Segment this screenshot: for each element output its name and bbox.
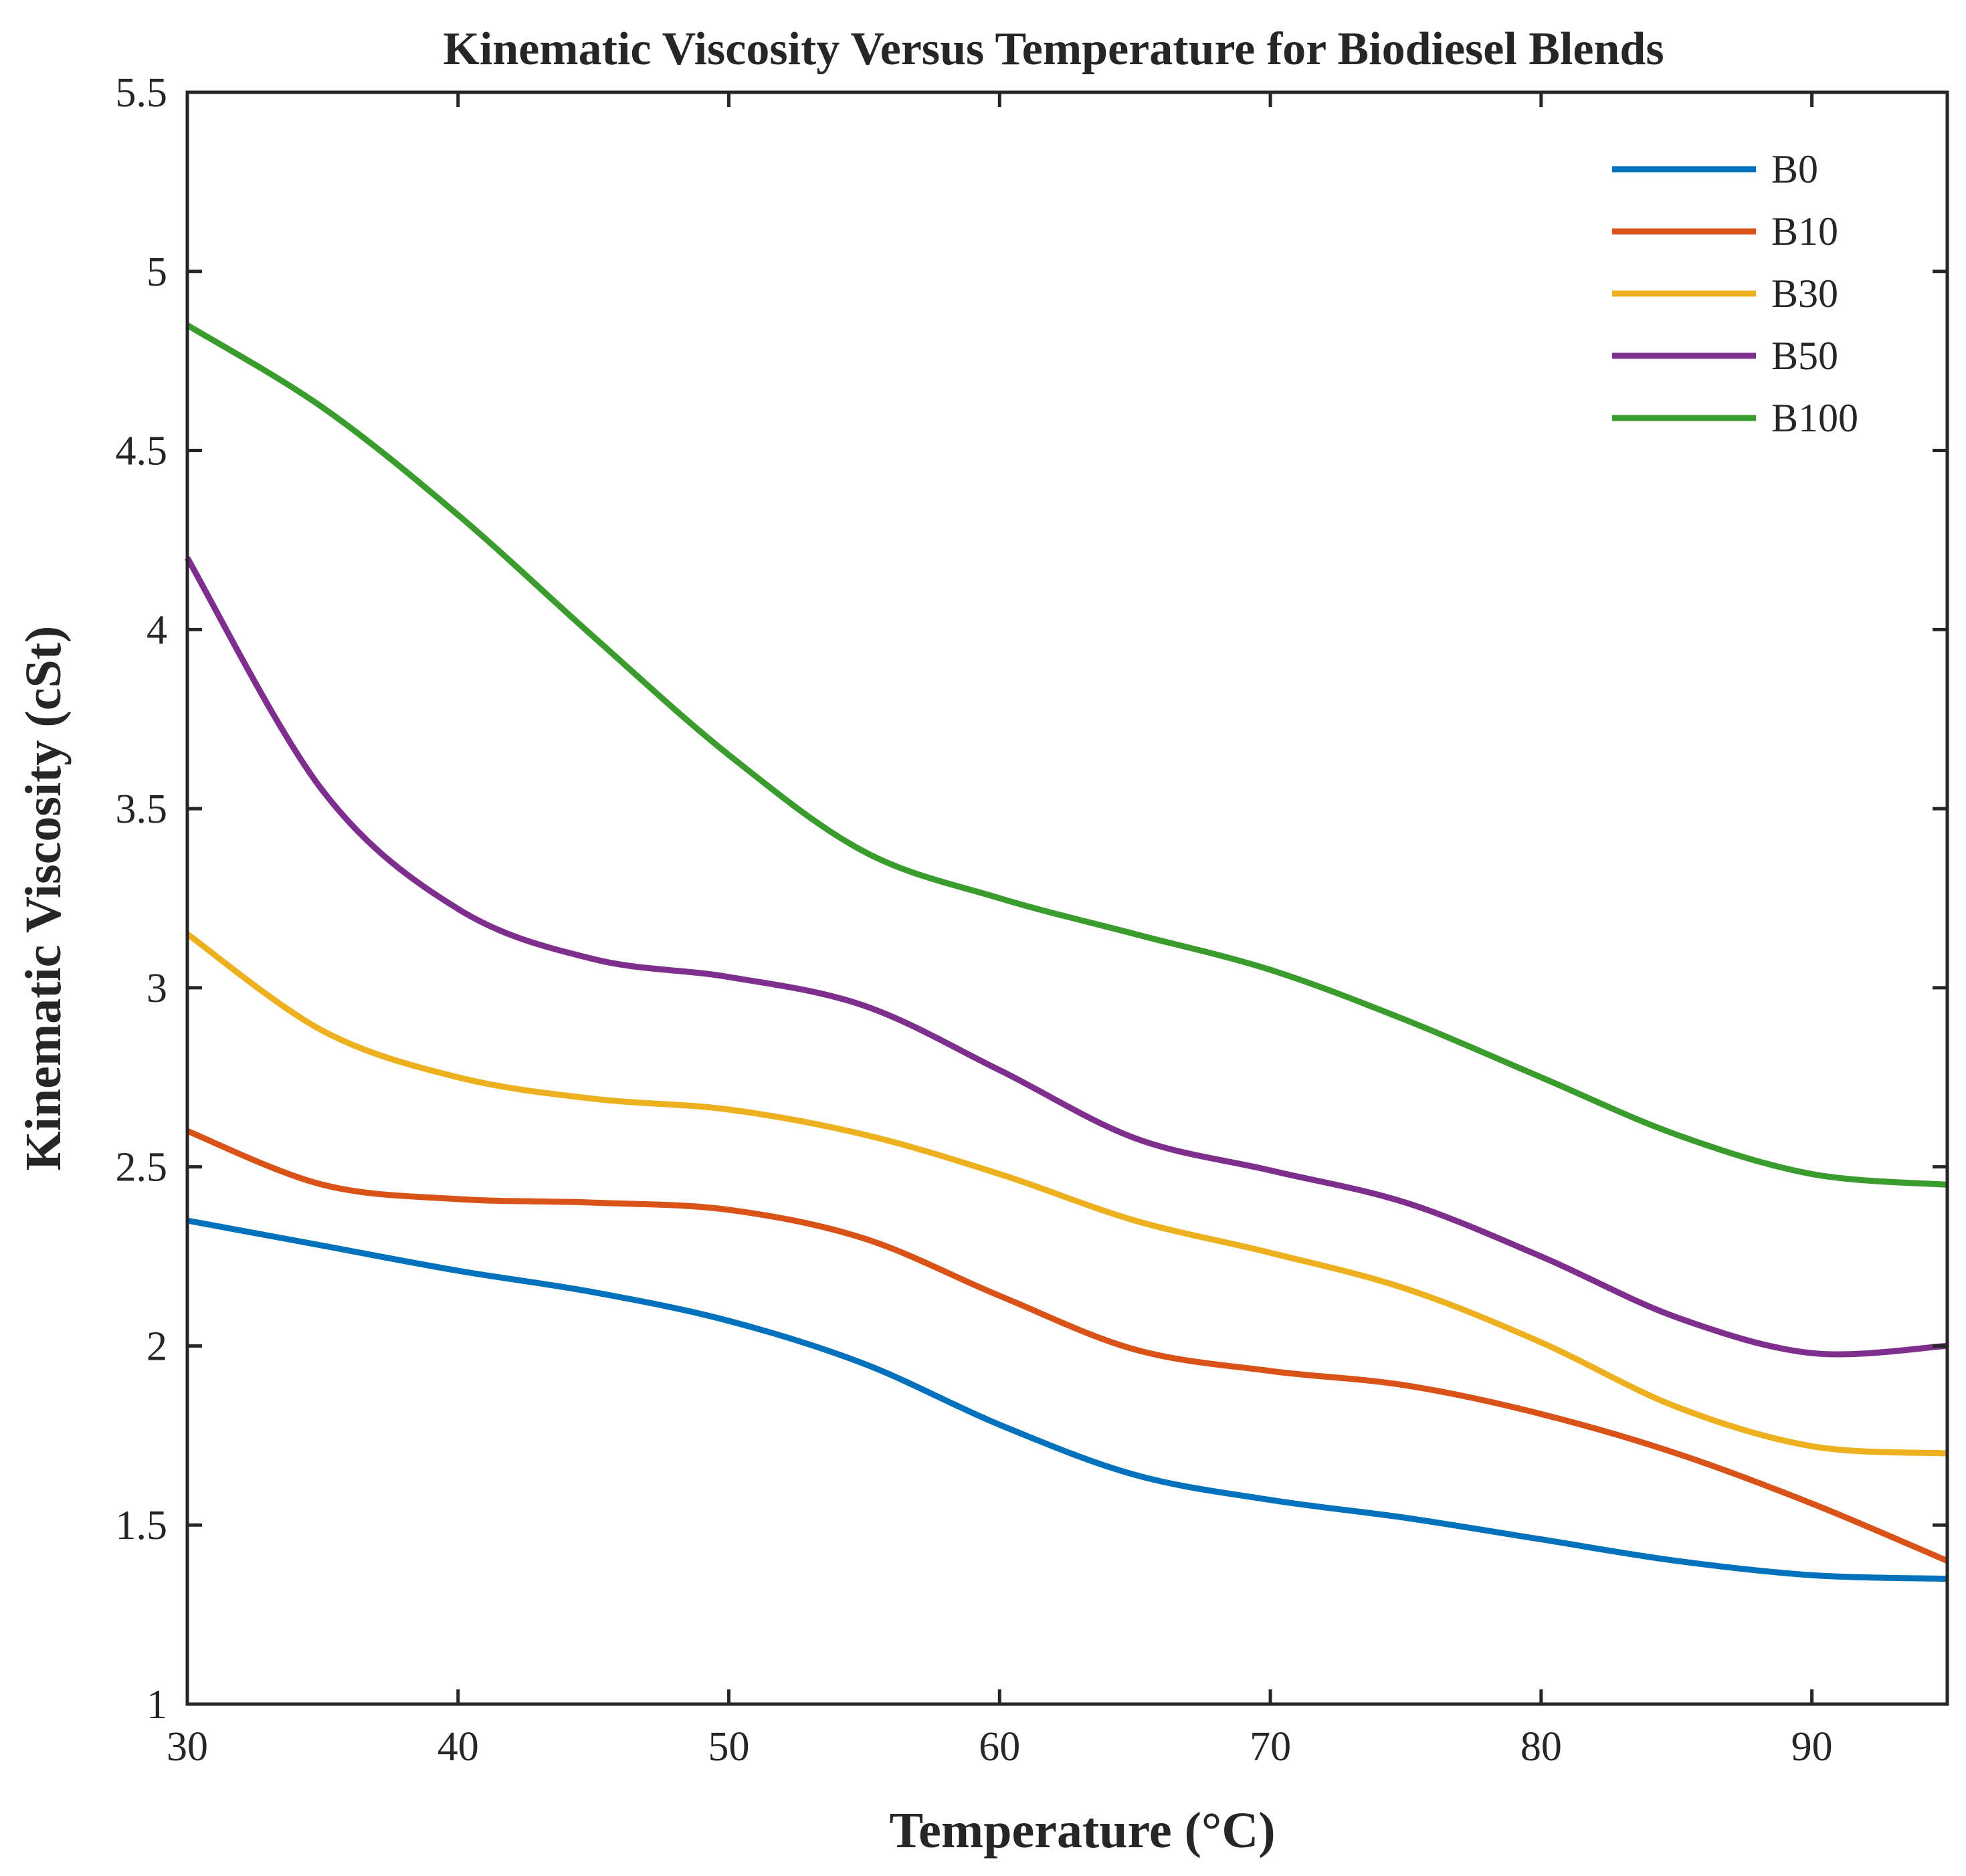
y-tick-label: 5 <box>146 249 167 295</box>
legend-label: B10 <box>1771 209 1838 253</box>
axis-ticks: 30 40 50 60 70 80 90 1 1.5 2 2.5 3 3.5 4 4.5 5 5.5 <box>116 70 1947 1770</box>
x-tick-label: 30 <box>167 1724 208 1770</box>
x-tick-label: 60 <box>979 1724 1020 1770</box>
x-tick-label: 70 <box>1250 1724 1291 1770</box>
x-tick-label: 40 <box>437 1724 479 1770</box>
y-tick-label: 4 <box>146 607 167 653</box>
legend: B0 B10 B30 B50 B100 <box>1612 147 1858 440</box>
series-line-b10 <box>186 1128 1949 1564</box>
legend-entry-b100: B100 <box>1612 396 1858 440</box>
plot-frame <box>185 90 1949 1706</box>
series-lines <box>185 322 1949 1582</box>
legend-entry-b0: B0 <box>1612 147 1818 191</box>
x-tick-label: 50 <box>708 1724 750 1770</box>
y-tick-label: 1 <box>146 1682 167 1728</box>
y-tick-label: 4.5 <box>116 429 168 474</box>
y-tick-label: 2 <box>146 1324 167 1369</box>
legend-entry-b30: B30 <box>1612 272 1838 316</box>
series-line-b50 <box>185 556 1948 1358</box>
series-line-b100 <box>185 322 1948 1188</box>
legend-label: B0 <box>1771 147 1818 191</box>
series-line-b0 <box>187 1217 1948 1582</box>
x-axis-title: Temperature (°C) <box>889 1802 1275 1859</box>
y-tick-label: 5.5 <box>116 70 168 116</box>
legend-entry-b50: B50 <box>1612 334 1838 378</box>
legend-label: B100 <box>1771 396 1858 440</box>
legend-label: B30 <box>1771 272 1838 316</box>
x-tick-label: 80 <box>1520 1724 1562 1770</box>
x-tick-label: 90 <box>1791 1724 1833 1770</box>
legend-entry-b10: B10 <box>1612 209 1838 253</box>
y-tick-label: 3.5 <box>116 787 168 832</box>
y-axis-title: Kinematic Viscosity (cSt) <box>15 626 72 1171</box>
chart-title: Kinematic Viscosity Versus Temperature f… <box>443 23 1664 75</box>
legend-label: B50 <box>1771 334 1838 378</box>
y-tick-label: 3 <box>146 966 167 1011</box>
y-tick-label: 1.5 <box>116 1503 168 1548</box>
y-tick-label: 2.5 <box>116 1145 168 1190</box>
series-line-b30 <box>185 931 1948 1457</box>
